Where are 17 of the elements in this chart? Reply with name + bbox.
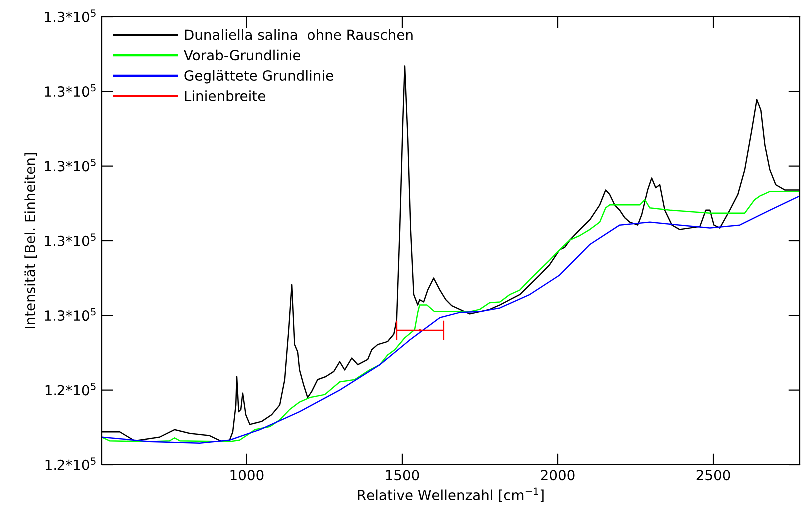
- y-axis-title: Intensität [Bel. Einheiten]: [24, 153, 38, 328]
- legend-label: Dunaliella salina ohne Rauschen: [185, 30, 413, 40]
- legend-label: Geglättete Grundlinie: [184, 70, 334, 84]
- y-tick-label: 1.3*10$^{5}$: [45, 84, 96, 98]
- legend-label: Vorab-Grundlinie: [184, 50, 300, 61]
- y-tick-label: 1.2*10$^{5}$: [46, 383, 96, 396]
- x-tick-label: 2000: [541, 470, 575, 481]
- y-tick-label: 1.2*10$^{5}$: [46, 458, 96, 470]
- x-tick-label: 2500: [696, 470, 730, 481]
- legend-label: Linienbreite: [185, 90, 266, 102]
- y-tick-label: 1.3*10$^{5}$: [45, 234, 96, 246]
- x-tick-label: 1000: [230, 470, 264, 481]
- y-tick-label: 1.3*10$^{5}$: [45, 10, 96, 22]
- y-tick-label: 1.3*10$^{5}$: [45, 308, 96, 322]
- x-axis-title: Relative Wellenzahl [cm$^{−1}$]: [358, 488, 544, 502]
- y-tick-label: 1.3*10$^{5}$: [45, 159, 96, 172]
- x-tick-label: 1500: [386, 470, 420, 481]
